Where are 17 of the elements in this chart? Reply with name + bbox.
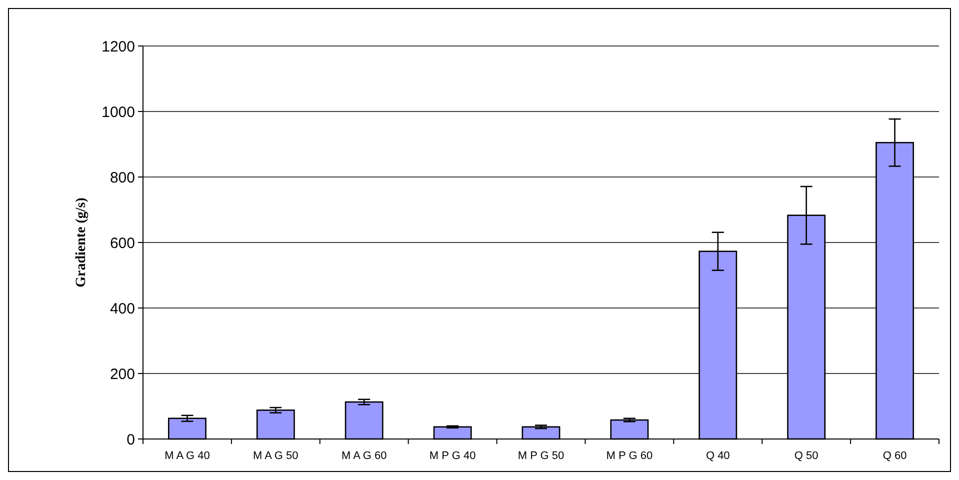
y-tick-label: 0 [126,431,135,448]
x-tick-label: Q 60 [882,450,907,462]
y-tick-label: 200 [110,366,135,383]
x-tick-label: M P G 50 [518,450,564,462]
y-tick-label: 600 [110,234,135,252]
y-tick-label: 800 [110,169,135,186]
y-tick-label: 400 [110,300,135,318]
y-tick-label: 1200 [102,38,135,56]
x-tick-label: M A G 40 [164,450,210,462]
y-tick-label: 1000 [102,104,135,121]
x-tick-label: M A G 60 [341,450,387,462]
x-tick-label: M A G 50 [253,450,298,462]
x-tick-label: Q 40 [706,450,730,462]
x-tick-label: M P G 40 [429,450,476,462]
x-tick-label: Q 50 [794,450,818,462]
y-axis-title: Gradiente (g/s) [74,197,89,288]
x-tick-label: M P G 60 [606,450,653,462]
